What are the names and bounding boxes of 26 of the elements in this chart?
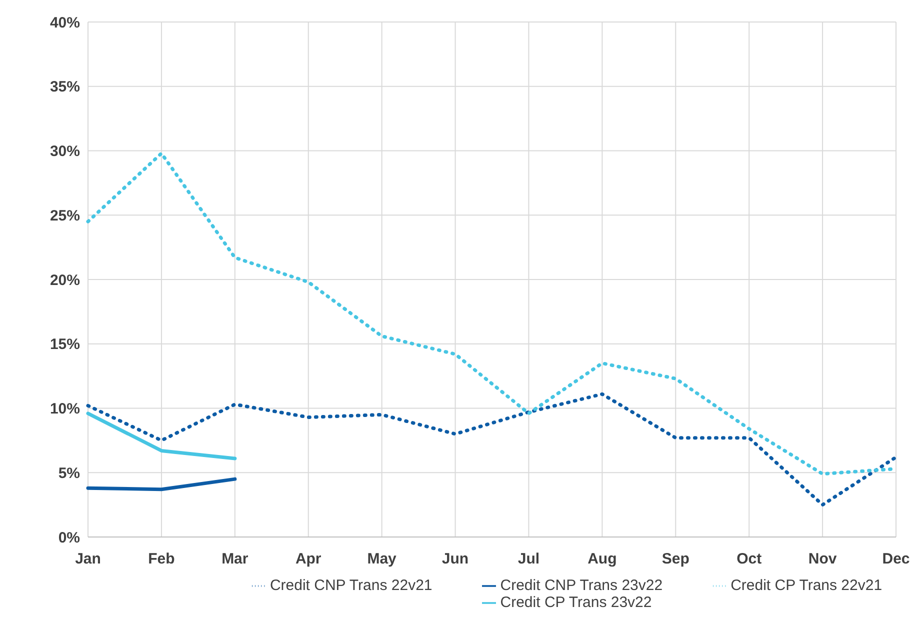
x-tick-label: Sep [662,550,690,568]
line-series [86,392,898,507]
legend-label: Credit CP Trans 23v22 [500,594,652,611]
y-tick-label: 40% [50,14,80,32]
legend-label: Credit CNP Trans 23v22 [500,577,663,594]
y-tick-label: 30% [50,143,80,160]
x-tick-label: Nov [808,550,838,568]
y-tick-label: 0% [58,529,80,546]
x-tick-label: Jul [518,550,540,568]
legend-label: Credit CP Trans 22v21 [730,577,882,594]
x-tick-label: May [367,550,398,568]
y-tick-label: 20% [50,272,80,289]
y-tick-label: 15% [50,336,80,354]
x-tick-label: Oct [736,550,762,568]
y-tick-label: 25% [50,207,80,224]
y-tick-label: 35% [50,78,80,96]
legend-label: Credit CNP Trans 22v21 [270,577,432,594]
y-tick-label: 5% [58,464,80,482]
x-tick-label: Jun [442,550,469,568]
x-tick-label: Jan [75,550,101,568]
x-tick-label: Mar [222,550,248,568]
y-tick-label: 10% [50,400,80,418]
x-tick-label: Apr [295,550,322,568]
x-tick-label: Aug [588,550,617,568]
x-tick-label: Dec [882,550,910,568]
x-tick-label: Feb [148,550,175,568]
